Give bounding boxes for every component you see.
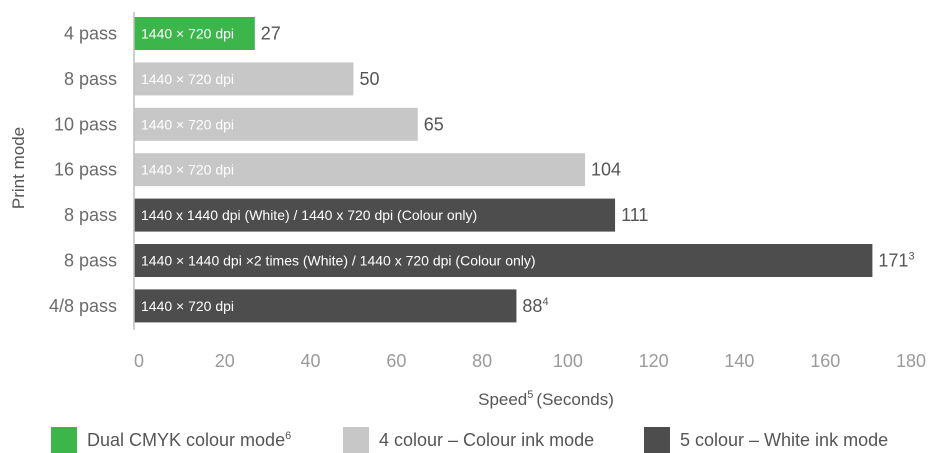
- bar: [134, 107, 418, 141]
- value-label: 27: [261, 24, 281, 44]
- bar-inner-label: 1440 × 1440 dpi ×2 times (White) / 1440 …: [141, 253, 536, 269]
- bar: [134, 62, 354, 96]
- legend-swatch: [51, 427, 77, 453]
- x-tick-label: 100: [553, 351, 583, 371]
- x-tick-label: 140: [724, 351, 754, 371]
- bar: [134, 198, 616, 232]
- legend-label-text: Dual CMYK colour mode: [87, 430, 285, 450]
- x-tick-label: 180: [896, 351, 926, 371]
- legend-label-text: 4 colour – Colour ink mode: [379, 430, 594, 450]
- x-tick-label: 0: [134, 351, 144, 371]
- bar-inner-label: 1440 x 1440 dpi (White) / 1440 x 720 dpi…: [141, 207, 477, 223]
- x-tick-label: 80: [472, 351, 492, 371]
- bar-inner-label: 1440 × 720 dpi: [141, 26, 234, 42]
- value-label-number: 65: [424, 114, 444, 134]
- value-label: 50: [359, 69, 379, 89]
- category-label: 8 pass: [64, 205, 117, 225]
- value-label: 104: [591, 160, 621, 180]
- x-tick-label: 60: [386, 351, 406, 371]
- category-label: 8 pass: [64, 69, 117, 89]
- value-label-number: 50: [359, 69, 379, 89]
- x-tick-label: 20: [215, 351, 235, 371]
- legend-label: 5 colour – White ink mode: [680, 430, 888, 450]
- x-axis-title-sup: 5: [527, 389, 533, 401]
- x-tick-label: 40: [301, 351, 321, 371]
- bar-inner-label: 1440 × 720 dpi: [141, 71, 234, 87]
- value-label: 1713: [878, 251, 914, 271]
- value-label: 65: [424, 114, 444, 134]
- bar-inner-label: 1440 × 720 dpi: [141, 162, 234, 178]
- legend-swatch: [343, 427, 369, 453]
- legend-label: 4 colour – Colour ink mode: [379, 430, 594, 450]
- legend-label-sup: 6: [285, 430, 291, 442]
- value-label-number: 104: [591, 160, 621, 180]
- value-label-sup: 4: [542, 296, 548, 308]
- category-label: 4/8 pass: [49, 296, 117, 316]
- bar: [134, 17, 255, 50]
- x-tick-label: 160: [810, 351, 840, 371]
- bar-inner-label: 1440 × 720 dpi: [141, 298, 234, 314]
- value-label-number: 111: [621, 205, 648, 225]
- category-label: 4 pass: [64, 24, 117, 44]
- category-label: 8 pass: [64, 251, 117, 271]
- legend-label: Dual CMYK colour mode6: [87, 430, 291, 450]
- value-label-number: 27: [261, 24, 281, 44]
- value-label: 884: [522, 296, 548, 316]
- value-label-number: 88: [522, 296, 542, 316]
- category-label: 10 pass: [54, 114, 117, 134]
- x-tick-label: 120: [639, 351, 669, 371]
- legend-label-text: 5 colour – White ink mode: [680, 430, 888, 450]
- value-label-sup: 3: [908, 251, 914, 263]
- category-label: 16 pass: [54, 160, 117, 180]
- x-axis-title-suffix: (Seconds): [536, 390, 613, 409]
- value-label-number: 171: [878, 251, 908, 271]
- bar: [134, 289, 517, 323]
- y-axis-title: Print mode: [9, 127, 28, 209]
- legend-swatch: [644, 427, 670, 453]
- bar: [134, 153, 586, 187]
- value-label: 111: [621, 205, 648, 225]
- x-axis-title-main: Speed: [478, 390, 527, 409]
- x-axis-title: Speed5 (Seconds): [478, 389, 614, 409]
- bar: [134, 244, 873, 277]
- bar-inner-label: 1440 × 720 dpi: [141, 116, 234, 132]
